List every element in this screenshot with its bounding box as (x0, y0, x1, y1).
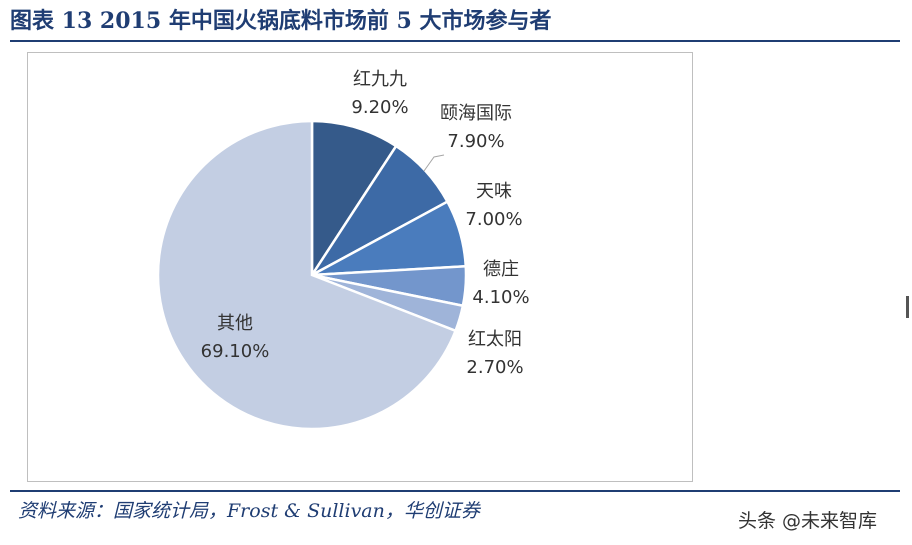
slice-value-1: 9.20% (351, 97, 408, 118)
edge-mark (906, 296, 909, 318)
pie-chart: 红九九 9.20% 颐海国际 7.90% 天味 7.00% 德庄 4.10% 红太阳 2.70% 其… (156, 69, 530, 431)
figure-title: 图表 13 2015 年中国火锅底料市场前 5 大市场参与者 (10, 8, 552, 34)
slice-value-3: 7.00% (465, 209, 522, 230)
slice-label-1: 红九九 (353, 69, 407, 90)
leader-line (423, 154, 445, 172)
source-note: 资料来源：国家统计局，Frost & Sullivan，华创证券 (18, 500, 480, 522)
slice-label-4: 德庄 (483, 259, 519, 280)
slice-label-2: 颐海国际 (440, 103, 512, 124)
slice-label-6: 其他 (217, 313, 253, 334)
chart-frame: 红九九 9.20% 颐海国际 7.90% 天味 7.00% 德庄 4.10% 红太阳 2.70% 其… (27, 52, 693, 482)
source-rule (10, 490, 900, 492)
title-rule (10, 40, 900, 42)
watermark: 头条 @未来智库 (738, 510, 878, 532)
slice-label-3: 天味 (476, 181, 512, 202)
slice-value-6: 69.10% (201, 341, 270, 362)
pie-slice-6 (156, 119, 458, 431)
pie-slice-1 (310, 119, 398, 280)
slice-value-4: 4.10% (472, 287, 529, 308)
slice-value-5: 2.70% (466, 357, 523, 378)
slice-label-5: 红太阳 (468, 329, 522, 350)
slice-value-2: 7.90% (447, 131, 504, 152)
